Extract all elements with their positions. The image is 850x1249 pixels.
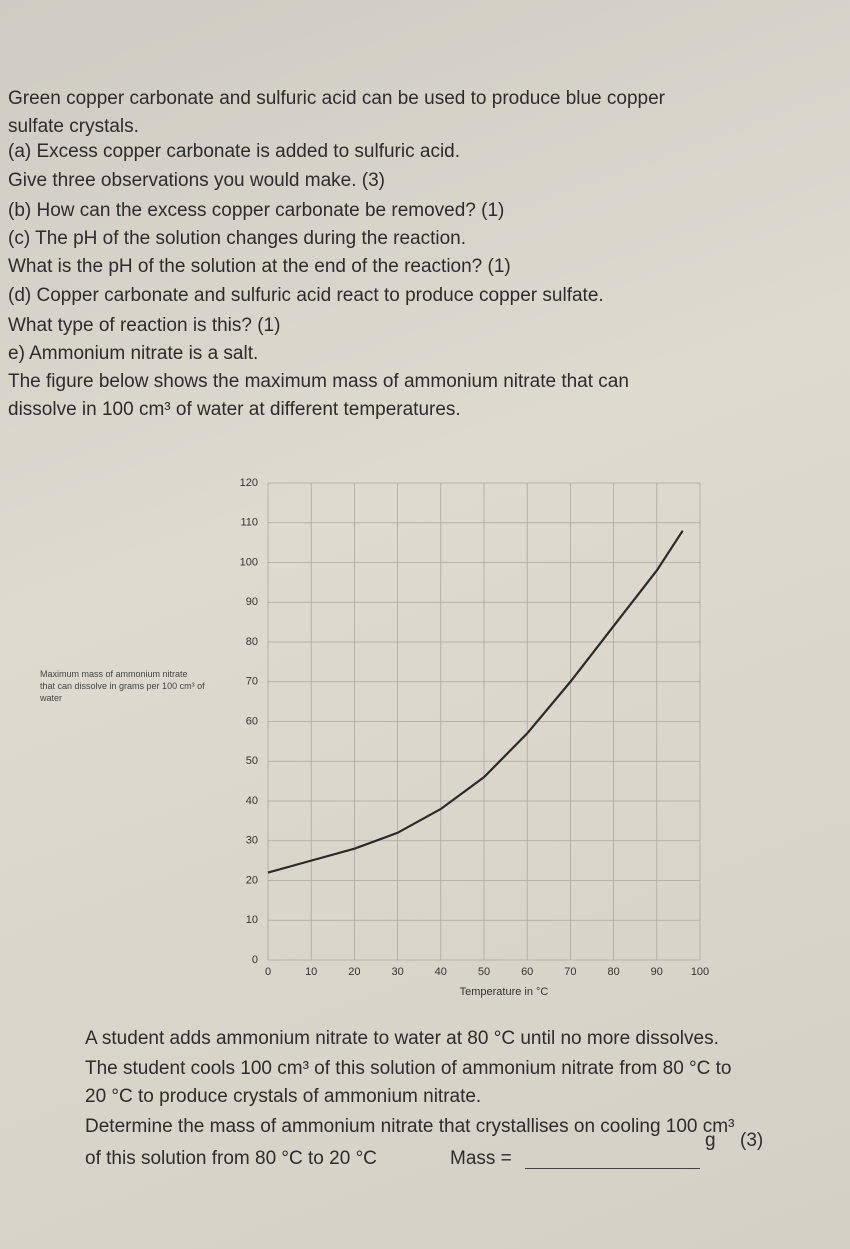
answer-label: Mass =	[450, 1148, 512, 1169]
text-line: The figure below shows the maximum mass …	[8, 371, 629, 392]
text-line: (d) Copper carbonate and sulfuric acid r…	[8, 285, 604, 306]
y-tick-label: 0	[252, 954, 258, 966]
x-tick-label: 40	[435, 966, 447, 978]
y-tick-label: 100	[240, 556, 258, 568]
text-line: (a) Excess copper carbonate is added to …	[8, 141, 461, 162]
x-tick-label: 80	[607, 966, 619, 978]
y-tick-label: 40	[246, 795, 258, 807]
question-line: of this solution from 80 °C to 20 °C	[85, 1148, 377, 1169]
y-tick-label: 70	[246, 676, 258, 688]
data-line	[267, 530, 684, 874]
x-tick-label: 20	[348, 966, 360, 978]
x-tick-label: 100	[691, 966, 709, 978]
text-line: Give three observations you would make. …	[8, 170, 386, 191]
x-axis-label: Temperature in °C	[460, 986, 549, 998]
x-tick-label: 10	[305, 966, 317, 978]
x-tick-label: 0	[265, 966, 271, 978]
y-tick-label: 30	[246, 835, 258, 847]
x-tick-label: 60	[521, 966, 533, 978]
question-line: Determine the mass of ammonium nitrate t…	[85, 1116, 735, 1137]
answer-line	[525, 1168, 700, 1169]
text-line: dissolve in 100 cm³ of water at differen…	[8, 399, 461, 420]
text-line: e) Ammonium nitrate is a salt.	[8, 343, 259, 364]
y-tick-label: 10	[246, 914, 258, 926]
text-line: (c) The pH of the solution changes durin…	[8, 228, 467, 249]
y-tick-label: 110	[240, 517, 258, 529]
x-tick-label: 90	[651, 966, 663, 978]
x-tick-label: 70	[564, 966, 576, 978]
y-tick-label: 50	[246, 755, 258, 767]
question-line: 20 °C to produce crystals of ammonium ni…	[85, 1086, 482, 1107]
y-tick-label: 80	[246, 636, 258, 648]
text-line: sulfate crystals.	[8, 116, 139, 137]
question-line: The student cools 100 cm³ of this soluti…	[85, 1058, 732, 1079]
y-tick-label: 20	[246, 874, 258, 886]
y-tick-label: 120	[240, 477, 258, 489]
answer-unit: g	[705, 1130, 716, 1151]
text-line: Green copper carbonate and sulfuric acid…	[8, 88, 665, 109]
text-line: What is the pH of the solution at the en…	[8, 256, 511, 277]
answer-marks: (3)	[740, 1130, 764, 1151]
question-line: A student adds ammonium nitrate to water…	[85, 1028, 719, 1049]
y-tick-label: 90	[246, 596, 258, 608]
y-axis-label: Maximum mass of ammonium nitrate that ca…	[40, 669, 205, 703]
text-line: What type of reaction is this? (1)	[8, 315, 281, 336]
x-tick-label: 50	[478, 966, 490, 978]
x-tick-label: 30	[391, 966, 403, 978]
text-line: (b) How can the excess copper carbonate …	[8, 200, 505, 221]
y-tick-label: 60	[246, 715, 258, 727]
